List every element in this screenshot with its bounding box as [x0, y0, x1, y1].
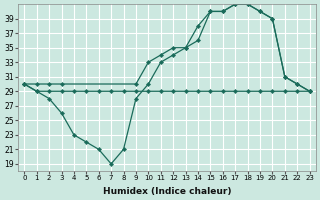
X-axis label: Humidex (Indice chaleur): Humidex (Indice chaleur) [103, 187, 231, 196]
